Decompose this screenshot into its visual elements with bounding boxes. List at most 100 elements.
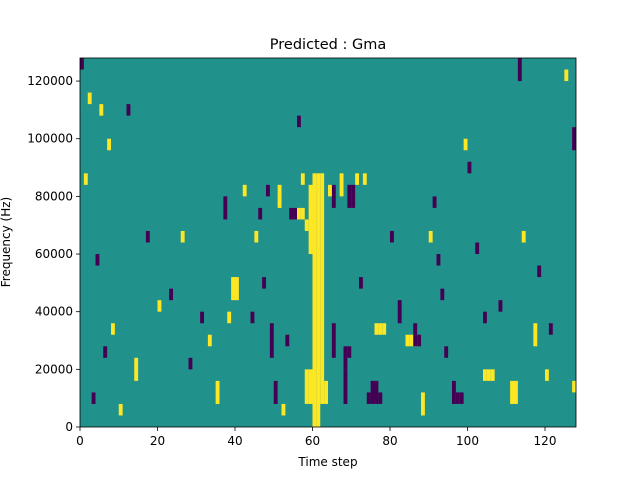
y-axis-ticks: 0 20000 40000 60000 80000 100000 120000 xyxy=(27,74,80,434)
heatmap-cell-low xyxy=(269,323,274,358)
heatmap-cell-high xyxy=(339,173,344,197)
heatmap-cell-low xyxy=(432,196,437,208)
heatmap-cell-low xyxy=(417,334,422,347)
heatmap-cell-high xyxy=(316,173,321,427)
x-tick-label: 120 xyxy=(534,434,557,448)
heatmap-cell-low xyxy=(413,323,418,347)
heatmap-cell-high xyxy=(463,138,468,151)
heatmap-cell-low xyxy=(498,300,503,312)
heatmap-cell-high xyxy=(180,230,185,243)
heatmap-cell-high xyxy=(300,207,305,220)
heatmap-cell-high xyxy=(254,230,259,243)
chart-title: Predicted : Gma xyxy=(270,37,386,53)
heatmap-cell-high xyxy=(510,380,515,404)
heatmap-cell-high xyxy=(281,403,286,416)
heatmap-cell-low xyxy=(537,265,542,278)
heatmap-cell-low xyxy=(95,254,100,266)
heatmap-cell-low xyxy=(572,127,577,151)
heatmap-cell-low xyxy=(517,58,522,82)
heatmap-cell-high xyxy=(157,300,162,312)
heatmap-cell-high xyxy=(382,323,387,335)
heatmap-cell-high xyxy=(378,323,383,335)
y-tick-label: 40000 xyxy=(35,305,73,319)
heatmap-cell-low xyxy=(126,104,131,116)
x-tick-label: 40 xyxy=(227,434,242,448)
heatmap-cell-high xyxy=(118,403,123,416)
heatmap-background xyxy=(80,58,576,427)
heatmap-cell-high xyxy=(227,311,232,324)
heatmap-cell-high xyxy=(355,173,360,185)
heatmap-cell-low xyxy=(455,392,460,404)
heatmap-cell-high xyxy=(428,230,433,243)
heatmap-cell-low xyxy=(331,184,336,208)
y-axis-label: Frequency (Hz) xyxy=(0,197,13,288)
heatmap-cell-low xyxy=(397,300,402,324)
plot-frame xyxy=(79,57,577,428)
y-tick-label: 60000 xyxy=(35,247,73,261)
heatmap-cell-low xyxy=(297,115,301,128)
heatmap-cell-high xyxy=(490,369,495,381)
heatmap-cell-low xyxy=(359,277,363,289)
heatmap-cell-high xyxy=(362,173,367,185)
heatmap-cell-low xyxy=(285,334,290,347)
heatmap-cell-low xyxy=(444,346,449,358)
heatmap-cell-high xyxy=(405,334,410,347)
x-tick-label: 0 xyxy=(76,434,84,448)
heatmap-cell-low xyxy=(262,277,267,289)
heatmap-cell-high xyxy=(374,323,379,335)
heatmap-cell-high xyxy=(83,173,88,185)
heatmap-cell-low xyxy=(200,311,205,324)
heatmap-cell-low xyxy=(293,207,298,220)
heatmap-cell-high xyxy=(87,92,92,105)
heatmap-cell-high xyxy=(297,207,301,220)
heatmap-cell-low xyxy=(145,230,150,243)
heatmap-cell-high xyxy=(545,369,549,381)
x-tick-label: 20 xyxy=(150,434,165,448)
x-tick-label: 100 xyxy=(456,434,479,448)
heatmap-cell-high xyxy=(304,219,309,231)
heatmap-cell-low xyxy=(548,323,553,335)
heatmap-cell-high xyxy=(324,380,329,404)
heatmap-cell-low xyxy=(452,380,456,404)
heatmap-cell-low xyxy=(169,288,174,301)
heatmap-cell-high xyxy=(308,369,313,404)
heatmap-cell-high xyxy=(231,277,236,301)
heatmap-cell-high xyxy=(521,230,526,243)
heatmap-cell-low xyxy=(331,323,336,358)
heatmap-cell-high xyxy=(320,173,325,404)
heatmap-cell-high xyxy=(421,392,425,416)
heatmap-cell-low xyxy=(378,392,383,404)
heatmap-cell-low xyxy=(223,196,228,220)
heatmap-cell-low xyxy=(440,288,445,301)
heatmap-cell-high xyxy=(242,184,247,197)
heatmap-cell-low xyxy=(258,207,263,220)
heatmap-cell-high xyxy=(486,369,491,381)
heatmap-cell-high xyxy=(111,323,115,335)
heatmap-cell-high xyxy=(312,173,317,427)
heatmap-cell-low xyxy=(188,357,193,370)
x-axis-ticks: 0 20 40 60 80 100 120 xyxy=(76,427,556,448)
heatmap-cell-low xyxy=(436,254,441,266)
heatmap-cell-high xyxy=(514,380,518,404)
y-tick-label: 100000 xyxy=(27,132,73,146)
heatmap-cells xyxy=(80,58,577,427)
heatmap-cell-high xyxy=(328,184,332,197)
heatmap-cell-high xyxy=(277,184,282,208)
heatmap-cell-high xyxy=(409,334,414,347)
heatmap-cell-low xyxy=(80,58,84,70)
heatmap-cell-low xyxy=(347,346,352,358)
heatmap-cell-high xyxy=(107,138,112,151)
heatmap-cell-low xyxy=(351,184,356,208)
heatmap-cell-low xyxy=(467,161,472,174)
heatmap-cell-low xyxy=(266,184,270,197)
heatmap-cell-high xyxy=(215,380,220,404)
heatmap-cell-low xyxy=(343,369,348,404)
heatmap-cell-high xyxy=(304,369,309,404)
heatmap-cell-high xyxy=(235,277,239,301)
heatmap-cell-low xyxy=(390,230,394,243)
heatmap-cell-high xyxy=(564,69,569,82)
heatmap-cell-high xyxy=(134,357,139,381)
heatmap-cell-low xyxy=(103,346,108,358)
